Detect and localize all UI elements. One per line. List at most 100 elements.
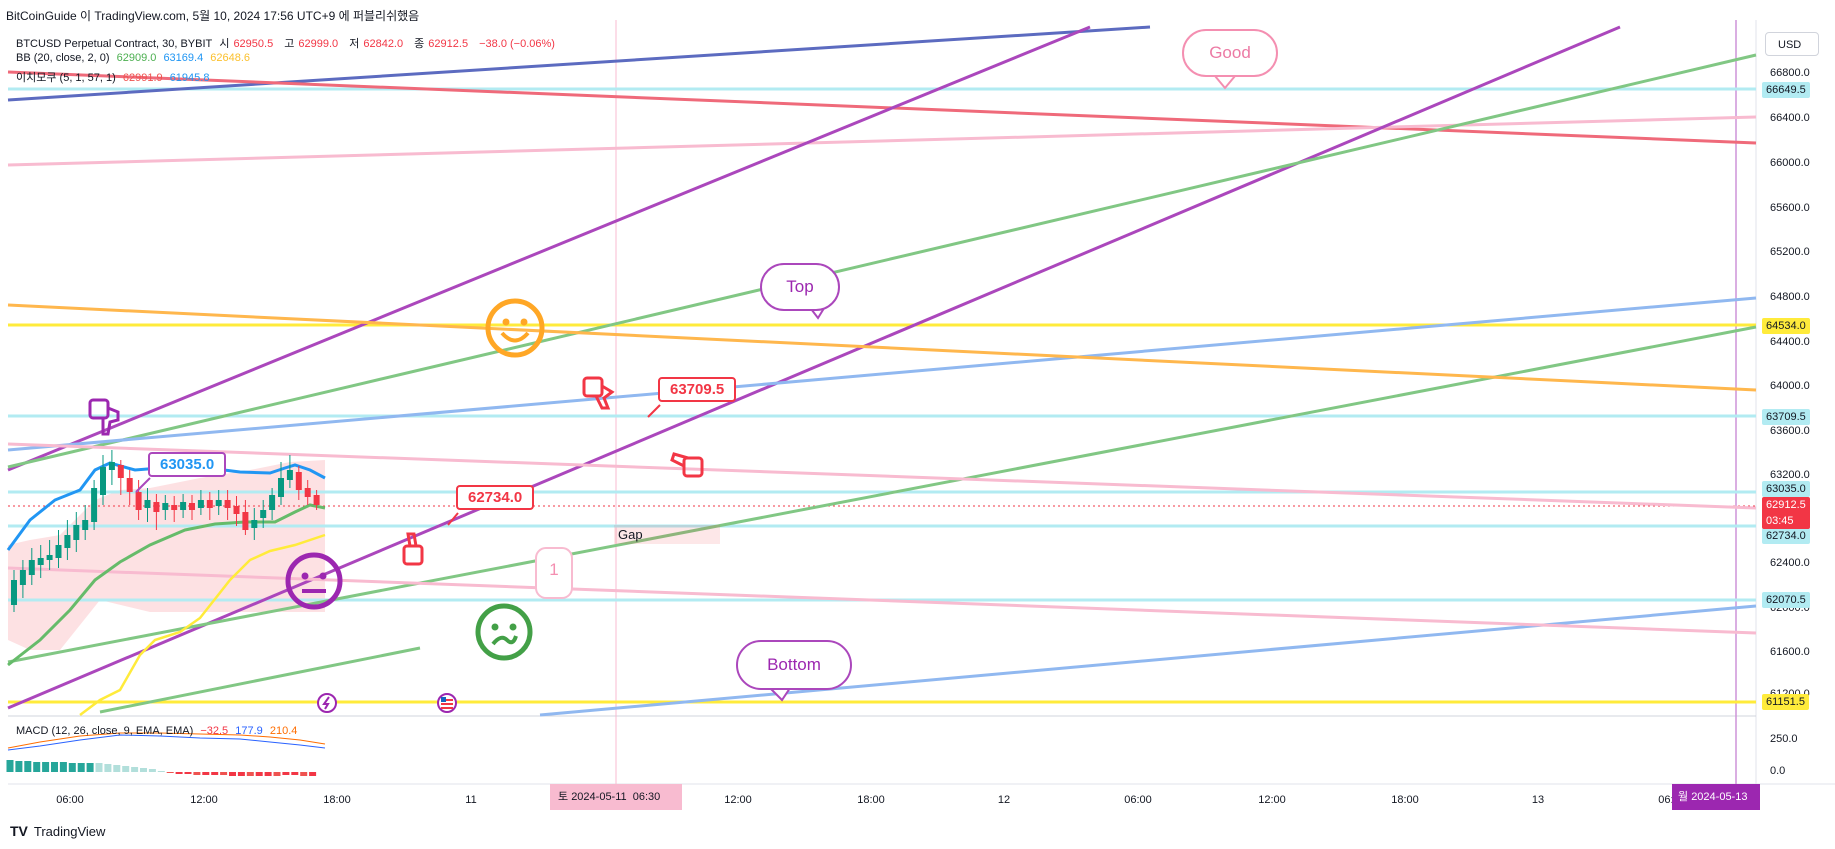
price-tick: 66800.0 [1770,67,1810,79]
symbol-legend[interactable]: BTCUSD Perpetual Contract, 30, BYBIT 시 62… [16,35,559,51]
candle-body [11,580,17,605]
top-bubble[interactable]: Top [760,263,840,311]
candlesticks[interactable] [11,450,320,612]
time-highlight-left[interactable]: 토 2024-05-11 06:30 [550,784,682,810]
gap-label[interactable]: Gap [614,525,720,544]
candle-body [46,555,53,560]
trendline-blue-2[interactable] [539,604,1757,717]
happy-face-icon[interactable] [485,298,545,358]
candle-body [171,505,178,510]
price-tick: 64000.0 [1770,380,1810,392]
macd-bar [77,763,85,772]
trendline-green-1[interactable] [7,53,1757,469]
price-label-66649[interactable]: 66649.5 [1762,82,1810,98]
macd-bar [24,761,32,772]
price-label-63709[interactable]: 63709.5 [1762,409,1810,425]
macd-bar [202,772,210,775]
time-tick: 12:00 [1258,794,1286,806]
candle-body [28,560,35,575]
time-highlight-date: 2024-05-13 [1691,791,1748,803]
macd-bar [282,772,290,775]
candle-body [162,503,169,510]
macd-legend[interactable]: MACD (12, 26, close, 9, EMA, EMA) −32.5 … [16,725,301,737]
price-tick: 63200.0 [1770,469,1810,481]
open-value: 62950.5 [233,38,274,50]
tradingview-logo[interactable]: TV TradingView [10,823,105,839]
macd-bar [184,772,192,774]
currency-button[interactable]: USD [1765,32,1819,56]
ichimoku-legend[interactable]: 이치모쿠 (5, 1, 57, 1) 62991.9 61945.8 [16,69,213,85]
price-tick: 64400.0 [1770,336,1810,348]
macd-bar [95,763,103,772]
ichimoku-value-2: 61945.8 [169,72,210,84]
macd-bar [86,763,94,772]
note-badge[interactable] [535,547,573,599]
pointing-hand-icon-3[interactable] [402,532,424,566]
price-label-62734[interactable]: 62734.0 [1762,528,1810,544]
lightning-event-icon[interactable] [317,693,337,713]
candle-body [91,488,98,522]
ohlc-key: 시 [219,38,230,50]
price-callout-63709[interactable]: 63709.5 [658,377,737,402]
price-label-63035[interactable]: 63035.0 [1762,481,1810,497]
macd-bar [59,762,67,772]
trendline-pink-low[interactable] [7,566,1757,635]
candle-body [108,462,115,470]
price-label-62070[interactable]: 62070.5 [1762,592,1810,608]
price-callout-63035[interactable]: 63035.0 [148,452,227,477]
candle-body [224,500,231,508]
trendline-red[interactable] [7,70,1757,145]
macd-bar [51,762,58,772]
macd-bar [15,761,23,772]
bb-lower-value: 62648.6 [210,52,251,64]
macd-bar [220,772,228,775]
neutral-face-icon[interactable] [285,552,343,610]
price-tick: 66400.0 [1770,112,1810,124]
confused-face-icon[interactable] [475,603,533,661]
price-label-64534[interactable]: 64534.0 [1762,318,1810,334]
pointing-hand-down-icon[interactable] [88,398,120,436]
bb-legend[interactable]: BB (20, close, 2, 0) 62909.0 63169.4 626… [16,52,254,64]
trendline-purple-1[interactable] [7,25,1091,472]
time-highlight-right[interactable]: 월 2024-05-13 [1672,784,1760,810]
macd-bar [193,772,201,775]
good-bubble[interactable]: Good [1182,29,1278,77]
high-value: 62999.0 [298,38,339,50]
low-value: 62842.0 [363,38,404,50]
price-callout-62734[interactable]: 62734.0 [456,485,535,510]
macd-bar [211,772,219,775]
time-tick: 11 [465,794,477,806]
candle-body [215,500,222,506]
trendline-pink-top[interactable] [7,115,1757,167]
trendline-green-2[interactable] [7,325,1757,664]
trendline-pink-mid[interactable] [7,442,1757,510]
macd-bar [157,771,165,772]
candle-body [313,495,320,505]
candle-body [278,478,284,497]
macd-hist-value: −32.5 [200,725,229,737]
macd-histogram [6,760,317,776]
trendline-blue-1[interactable] [7,296,1757,452]
pointing-hand-icon-2[interactable] [670,452,704,478]
bottom-bubble[interactable]: Bottom [736,640,852,690]
candle-body [135,492,142,510]
candle-body [286,470,293,480]
current-price-label[interactable]: 62912.5 03:45 [1762,497,1810,529]
pointing-hand-icon-1[interactable] [582,376,615,410]
macd-bar [131,767,139,772]
trendline-purple-2[interactable] [7,25,1621,710]
macd-bar [291,772,299,775]
price-label-61151[interactable]: 61151.5 [1762,694,1809,710]
change-value: −38.0 (−0.06%) [479,38,555,50]
time-tick: 13 [1531,794,1545,806]
macd-label: MACD (12, 26, close, 9, EMA, EMA) [16,725,194,737]
macd-bar [113,765,121,772]
us-flag-event-icon[interactable] [437,693,457,713]
trendline-green-3[interactable] [99,646,421,714]
trendline-orange[interactable] [7,303,1757,392]
trendline-navy[interactable] [7,25,1151,102]
candle-body [126,478,133,492]
time-highlight-date: 2024-05-11 [571,791,627,803]
